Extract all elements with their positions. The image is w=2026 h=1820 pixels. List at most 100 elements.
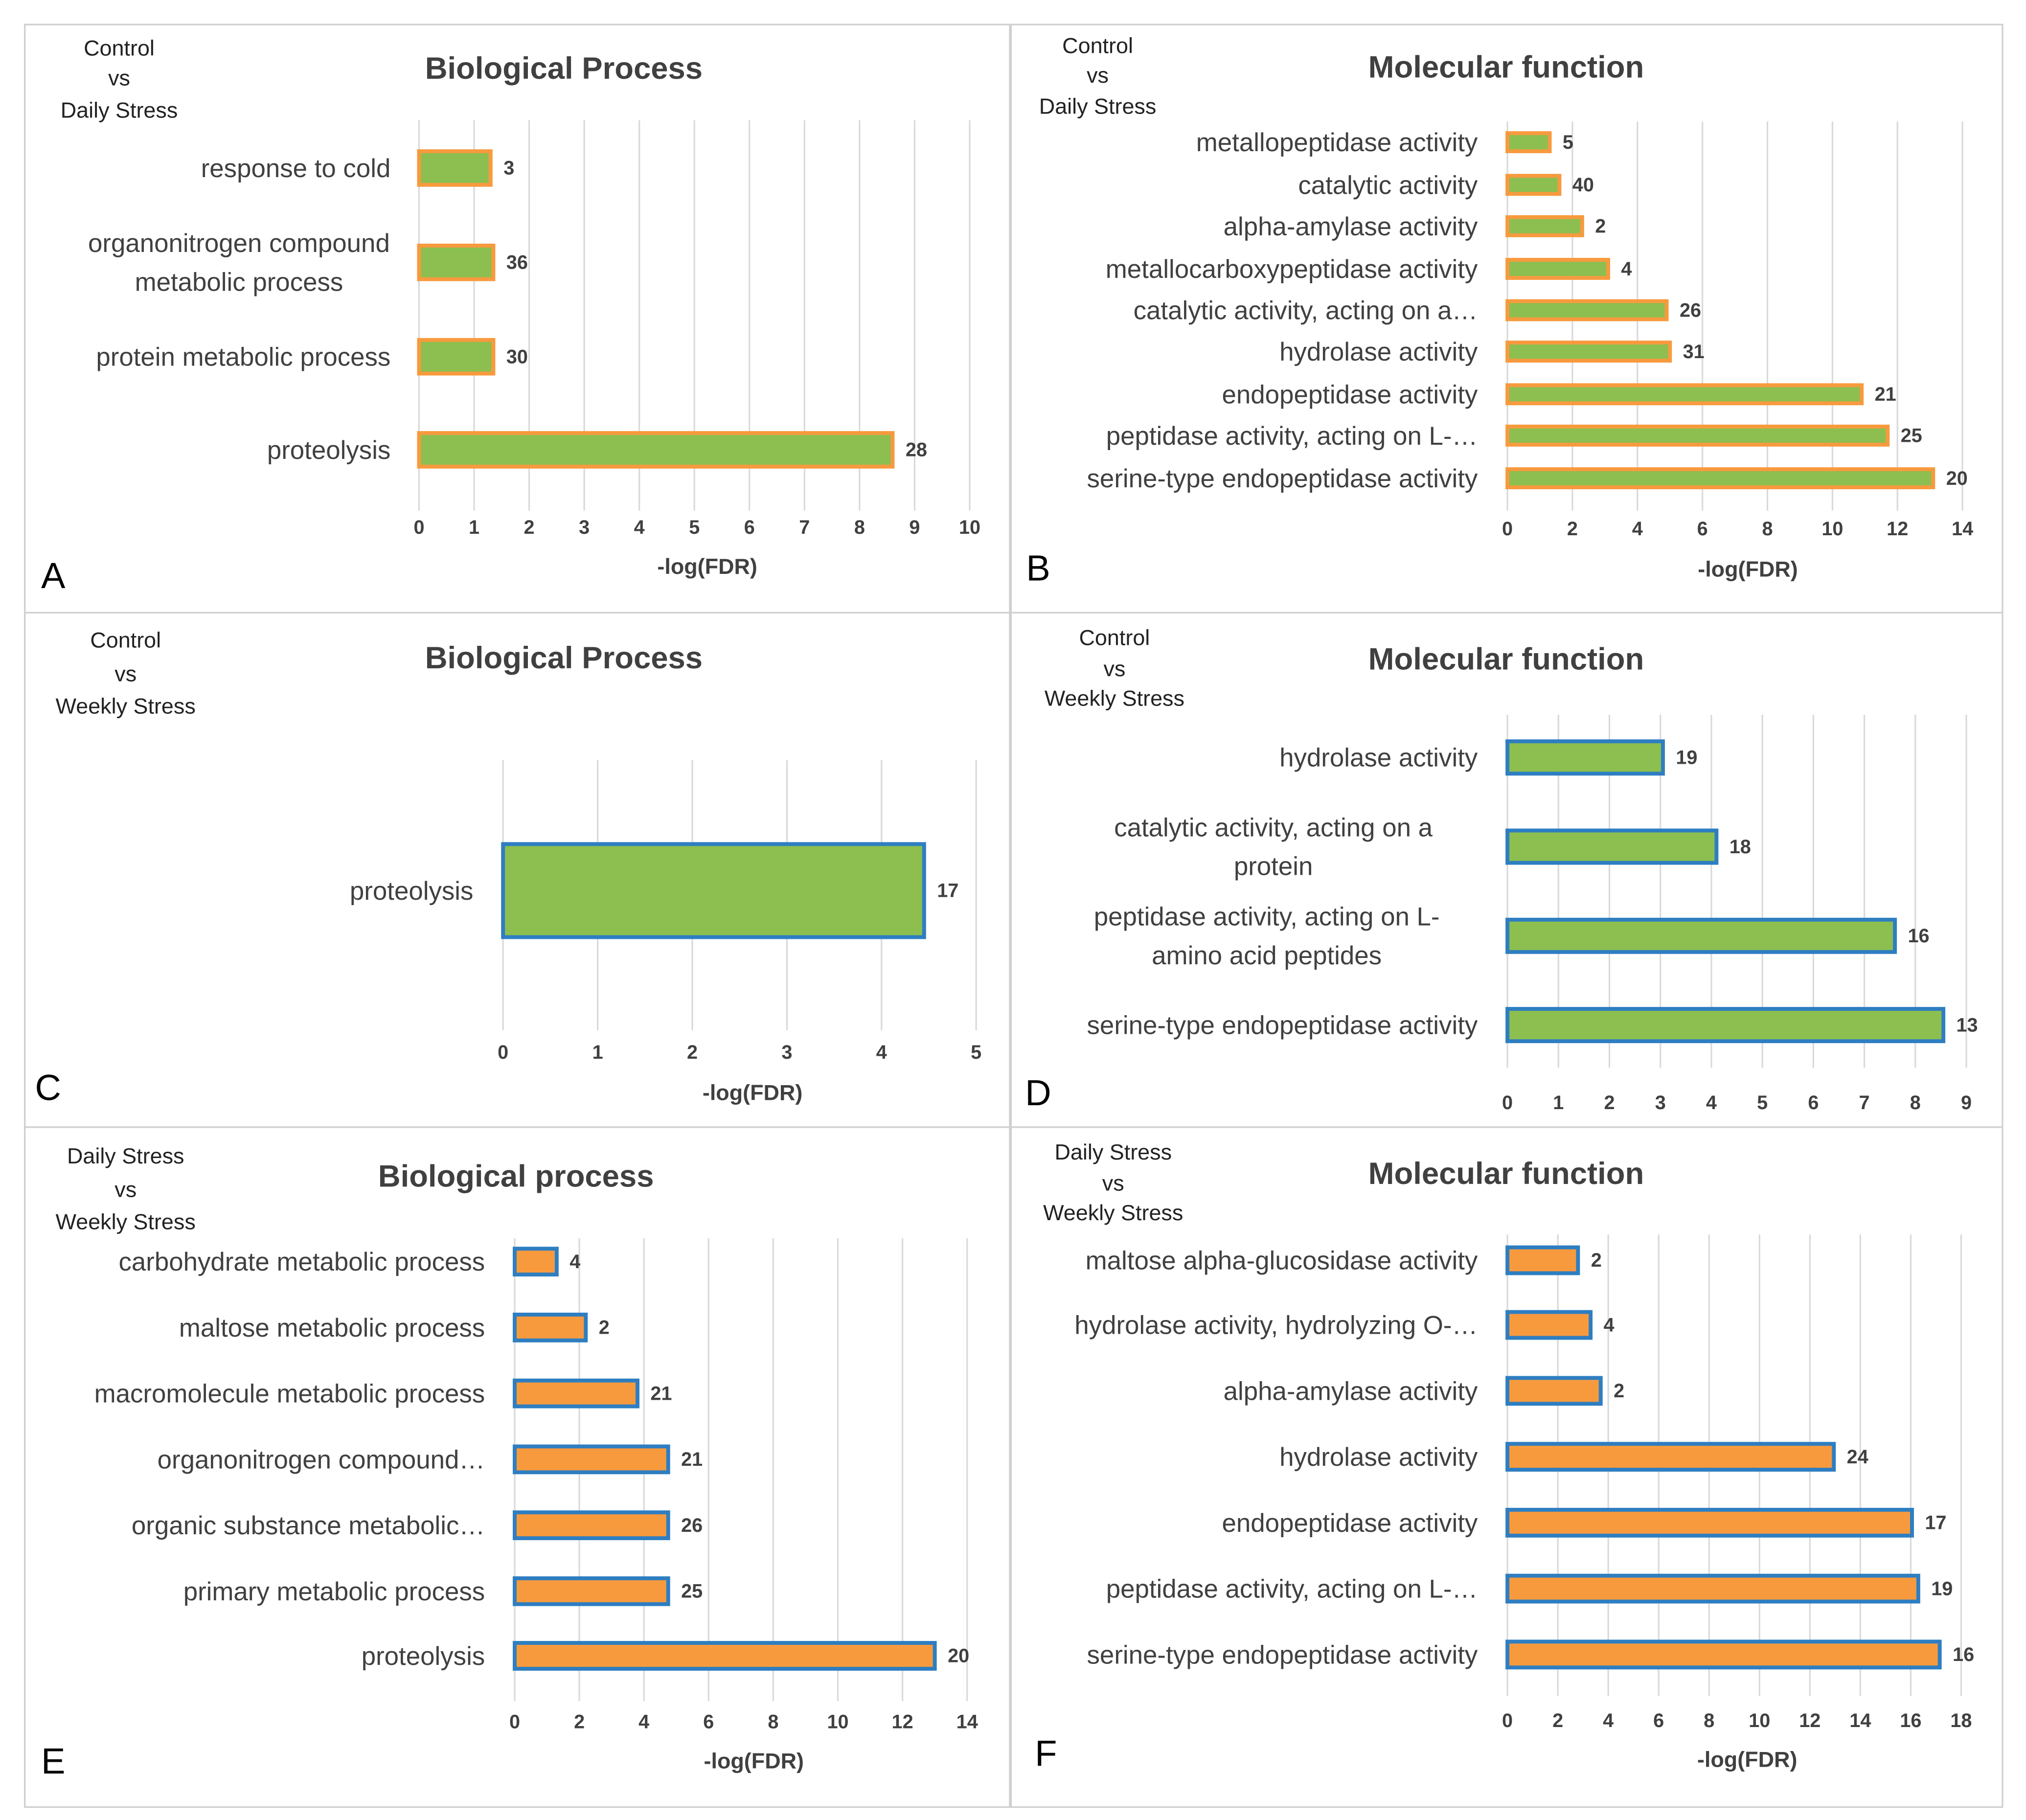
panel-f-comparison-line: vs [1102, 1170, 1124, 1195]
panel-b-category-label: serine-type endopeptidase activity [1087, 464, 1478, 493]
panel-b-bar [1505, 258, 1610, 280]
panel-b-xtick-label: 14 [1952, 518, 1973, 540]
panel-b-xtick-label: 10 [1821, 518, 1843, 540]
panel-f-xtick-label: 16 [1900, 1710, 1921, 1731]
panel-f-bar [1505, 1573, 1920, 1604]
panel-c-bar [501, 842, 926, 939]
panel-d-xtick-label: 0 [1502, 1092, 1513, 1114]
panel-b-data-label: 2 [1595, 216, 1606, 237]
panel-b-bar [1505, 467, 1935, 490]
panel-e-title: Biological process [378, 1159, 654, 1193]
panel-c-xtick-label: 2 [687, 1042, 698, 1063]
panel-c-title: Biological Process [425, 641, 703, 675]
panel-c-comparison-line: vs [114, 661, 137, 686]
panel-a-category-label: proteolysis [267, 436, 391, 465]
panel-c-data-label: 17 [937, 880, 958, 902]
panel-b-category-label: endopeptidase activity [1222, 380, 1478, 409]
panel-d-xtick-label: 6 [1808, 1092, 1819, 1114]
panel-b-category-label: alpha-amylase activity [1224, 212, 1478, 241]
panel-d-data-label: 13 [1957, 1014, 1978, 1036]
panel-a-xtick-label: 2 [524, 517, 535, 538]
panel-f-bar [1505, 1442, 1836, 1472]
panel-d-data-label: 19 [1676, 747, 1697, 768]
panel-f-xtick-label: 14 [1849, 1710, 1871, 1731]
panel-d-xtick-label: 9 [1961, 1092, 1972, 1114]
panel-f-xtick-label: 10 [1749, 1710, 1770, 1731]
panel-b-xtick-label: 12 [1887, 518, 1908, 540]
panel-e-bar [513, 1641, 937, 1671]
panel-f-frame [1010, 1126, 2003, 1808]
panel-f-category-label: alpha-amylase activity [1224, 1377, 1478, 1406]
panel-f-data-label: 2 [1591, 1250, 1602, 1271]
panel-a-data-label: 36 [506, 252, 528, 273]
panel-b-comparison-line: Daily Stress [1039, 94, 1157, 119]
panel-d-comparison-line: vs [1103, 656, 1125, 681]
panel-e-data-label: 26 [681, 1515, 703, 1536]
panel-e-xlabel: -log(FDR) [704, 1748, 804, 1773]
panel-d-xtick-label: 8 [1910, 1092, 1921, 1114]
panel-d-letter: D [1025, 1072, 1051, 1113]
panel-e-bar [513, 1576, 670, 1606]
panel-f-comparison-line: Daily Stress [1054, 1139, 1172, 1164]
panel-f-data-label: 17 [1925, 1512, 1946, 1534]
panel-e-category-label: primary metabolic process [183, 1577, 485, 1606]
panel-a-letter: A [41, 555, 66, 596]
panel-d-category-label: serine-type endopeptidase activity [1087, 1011, 1478, 1040]
panel-a-xtick-label: 7 [799, 517, 810, 538]
panel-b-category-label: hydrolase activity [1279, 338, 1478, 366]
panel-f-letter: F [1035, 1733, 1057, 1774]
panel-f-category-label: serine-type endopeptidase activity [1087, 1640, 1478, 1669]
panel-e-data-label: 21 [650, 1383, 672, 1404]
panel-c-comparison-line: Weekly Stress [56, 693, 196, 718]
panel-e-bar [513, 1378, 639, 1409]
panel-f-category-label: peptidase activity, acting on L-… [1106, 1575, 1478, 1604]
panel-b-bar [1505, 383, 1864, 406]
panel-b-data-label: 4 [1621, 258, 1632, 280]
panel-a-xtick-label: 5 [689, 517, 700, 538]
panel-e-comparison-line: vs [114, 1177, 137, 1202]
panel-e-letter: E [41, 1741, 65, 1781]
panel-c-xtick-label: 5 [971, 1042, 981, 1063]
panel-e-comparison-line: Daily Stress [67, 1143, 184, 1168]
panel-f-data-label: 24 [1847, 1446, 1868, 1468]
panel-f-xtick-label: 18 [1950, 1710, 1972, 1731]
panel-b-bar [1505, 341, 1672, 363]
panel-a-comparison-line: Daily Stress [61, 97, 178, 122]
panel-b-bar [1505, 131, 1552, 154]
panel-f-xtick-label: 0 [1502, 1710, 1513, 1731]
panel-e-xtick-label: 4 [638, 1711, 649, 1732]
panel-f-bar [1505, 1376, 1603, 1406]
panel-a-xtick-label: 4 [634, 517, 645, 538]
panel-e-xtick-label: 14 [956, 1711, 978, 1732]
panel-e-data-label: 4 [569, 1251, 580, 1273]
panel-b-category-label: metallopeptidase activity [1196, 128, 1478, 157]
panel-a-category-label: organonitrogen compound [88, 229, 390, 258]
panel-e-data-label: 2 [599, 1317, 610, 1339]
panel-d-xtick-label: 7 [1859, 1092, 1870, 1114]
panel-a-xtick-label: 6 [744, 517, 755, 538]
panel-a-xtick-label: 10 [959, 517, 980, 538]
panel-b-category-label: peptidase activity, acting on L-… [1106, 422, 1478, 451]
panel-a-xtick-label: 0 [413, 517, 424, 538]
panel-c-category-label: proteolysis [350, 877, 474, 906]
panel-e-xtick-label: 6 [703, 1711, 714, 1732]
panel-b-bar [1505, 299, 1669, 321]
panel-b-data-label: 20 [1946, 468, 1968, 489]
panel-e-bar [513, 1444, 670, 1475]
panel-a-xlabel: -log(FDR) [657, 554, 757, 579]
panel-b-category-label: catalytic activity, acting on a… [1134, 296, 1478, 325]
panel-d-category-label: catalytic activity, acting on a [1114, 813, 1433, 842]
panel-e-xtick-label: 0 [509, 1711, 520, 1732]
panel-a-bar [417, 149, 493, 187]
panel-f-xtick-label: 8 [1704, 1710, 1714, 1731]
panel-b-xtick-label: 2 [1567, 518, 1578, 540]
panel-e-data-label: 21 [681, 1449, 703, 1470]
panel-b-category-label: metallocarboxypeptidase activity [1106, 255, 1478, 284]
panel-d-comparison-line: Weekly Stress [1045, 686, 1184, 711]
panel-f-bar [1505, 1245, 1580, 1275]
panel-d-bar [1505, 739, 1665, 776]
panel-a-category-label: protein metabolic process [96, 343, 390, 372]
panel-f-bar [1505, 1507, 1914, 1538]
panel-a-bar [417, 244, 496, 281]
panel-a-data-label: 28 [906, 439, 927, 461]
